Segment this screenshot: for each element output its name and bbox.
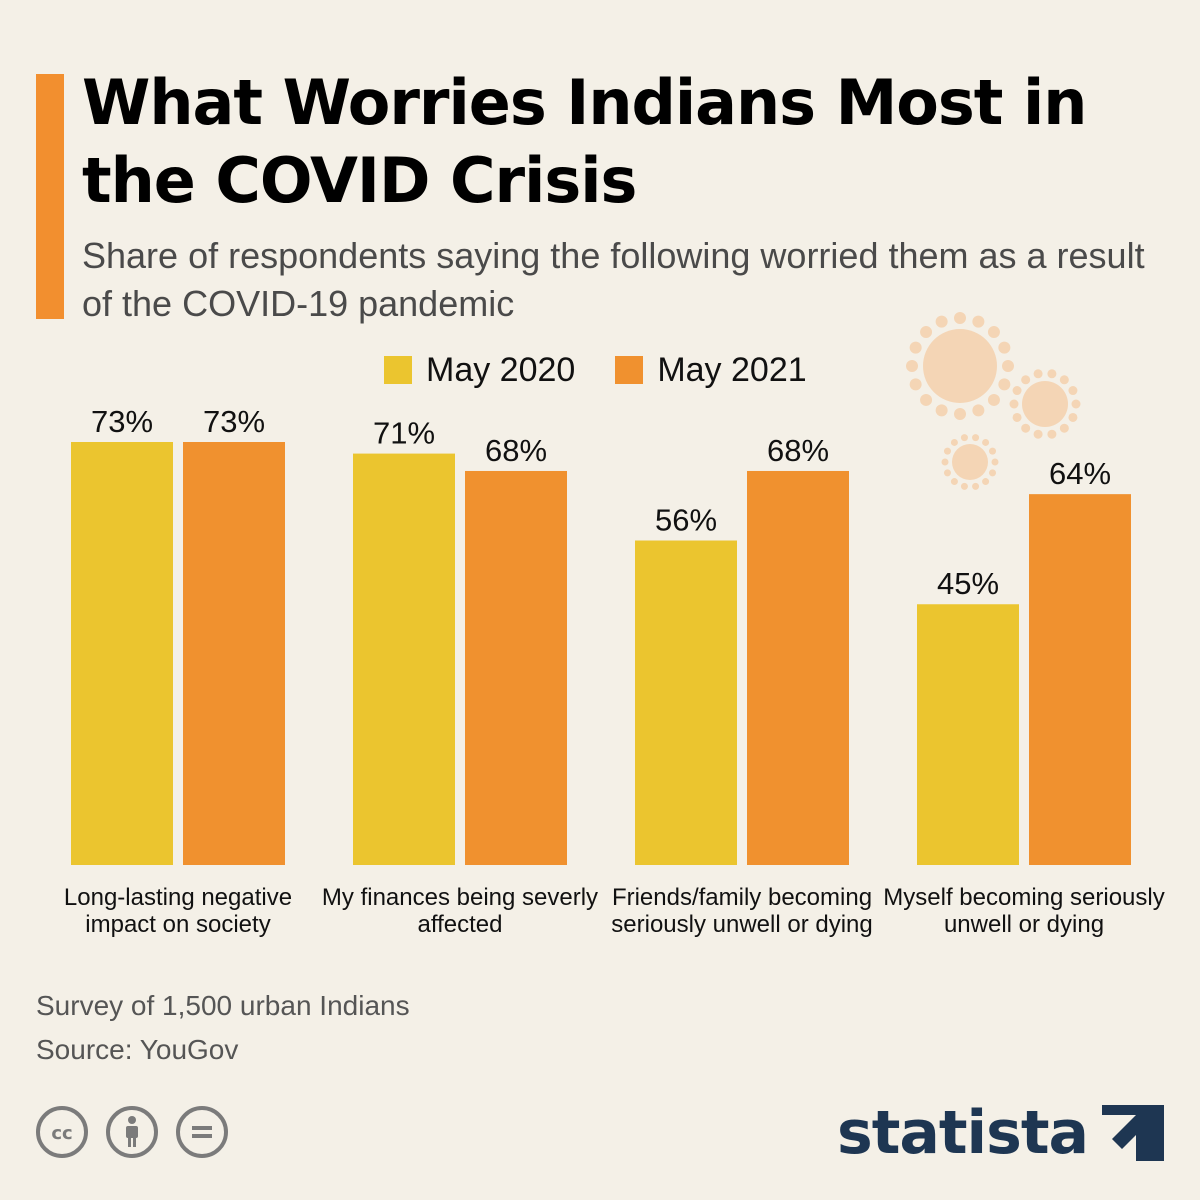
virus-spike	[1071, 399, 1081, 409]
bar-may-2021-2	[747, 470, 849, 865]
virus-spike	[909, 378, 922, 391]
legend-swatch-may-2020	[384, 356, 412, 384]
virus-body	[952, 444, 988, 480]
virus-spike	[1047, 369, 1057, 379]
bars: 73% 73% 71% 68% 56% 68% 45% 64%	[71, 404, 1131, 865]
virus-illustration	[906, 312, 1081, 490]
data-label-may-2020-1: 71%	[373, 416, 435, 451]
virus-spike	[960, 434, 968, 442]
category-label-1: My finances being severly affected	[321, 884, 599, 938]
virus-spike	[972, 315, 985, 328]
virus-spike	[991, 458, 999, 466]
virus-spike	[1012, 386, 1022, 396]
virus-body	[923, 329, 997, 403]
cc-icon: cc	[36, 1106, 88, 1158]
virus-spike	[935, 315, 948, 328]
legend-swatch-may-2021	[615, 356, 644, 384]
source-note: Source: YouGov	[36, 1034, 239, 1065]
virus-spike	[1021, 423, 1031, 433]
statista-mark-icon	[1102, 1105, 1164, 1161]
virus-spike	[954, 312, 966, 324]
virus-spike	[1033, 429, 1043, 439]
virus-spike	[906, 360, 918, 372]
by-attribution-icon	[106, 1106, 158, 1158]
virus-spike	[920, 326, 933, 339]
brand-name: statista	[836, 1098, 1089, 1168]
virus-spike	[920, 393, 933, 406]
legend: May 2020 May 2021	[384, 348, 847, 392]
bar-may-2020-0	[71, 442, 173, 865]
virus-body	[1022, 381, 1068, 427]
virus-spike	[935, 404, 948, 417]
virus-spike	[1059, 375, 1069, 385]
virus-spike	[960, 482, 968, 490]
svg-text:cc: cc	[51, 1123, 72, 1143]
virus-spike	[1002, 360, 1014, 372]
virus-spike	[909, 341, 922, 354]
title-accent-bar	[36, 74, 64, 319]
data-label-may-2021-0: 73%	[203, 404, 265, 439]
data-label-may-2020-0: 73%	[91, 404, 153, 439]
legend-item-may-2021: May 2021	[615, 350, 807, 390]
bar-may-2020-2	[635, 540, 737, 865]
virus-spike	[943, 469, 951, 477]
virus-spike	[1012, 412, 1022, 422]
bar-may-2020-3	[917, 604, 1019, 865]
virus-spike	[1068, 386, 1078, 396]
page-subtitle: Share of respondents saying the followin…	[82, 235, 1145, 324]
legend-label-may-2020: May 2020	[426, 350, 576, 389]
no-derivatives-icon	[176, 1106, 228, 1158]
data-label-may-2020-2: 56%	[655, 503, 717, 538]
statista-logo: statista	[837, 1098, 1164, 1168]
category-label-3: Myself becoming seriously unwell or dyin…	[883, 884, 1165, 938]
virus-spike	[972, 482, 980, 490]
virus-spike	[943, 447, 951, 455]
data-label-may-2021-3: 64%	[1049, 456, 1111, 491]
virus-spike	[998, 378, 1011, 391]
virus-spike	[1021, 375, 1031, 385]
virus-spike	[950, 438, 958, 446]
virus-spike	[950, 478, 958, 486]
virus-spike	[972, 404, 985, 417]
virus-spike	[982, 478, 990, 486]
virus-spike	[941, 458, 949, 466]
virus-spike	[989, 469, 997, 477]
virus-spike	[982, 438, 990, 446]
legend-item-may-2020: May 2020	[384, 351, 575, 390]
data-label-may-2021-1: 68%	[485, 433, 547, 468]
virus-spike	[1033, 369, 1043, 379]
virus-spike	[1009, 399, 1019, 409]
page-title: What Worries Indians Most in the COVID C…	[82, 66, 1087, 217]
category-label-2: Friends/family becoming seriously unwell…	[611, 884, 873, 938]
virus-spike	[1068, 412, 1078, 422]
license-icons: cc	[36, 1106, 246, 1158]
bar-may-2020-1	[353, 453, 455, 865]
virus-spike	[1047, 429, 1057, 439]
category-label-0: Long-lasting negative impact on society	[63, 884, 293, 938]
legend-label-may-2021: May 2021	[657, 350, 807, 389]
virus-spike	[972, 434, 980, 442]
virus-spike	[987, 326, 1000, 339]
virus-spike	[954, 408, 966, 420]
virus-spike	[1059, 423, 1069, 433]
bar-may-2021-3	[1029, 494, 1131, 865]
bar-may-2021-1	[465, 470, 567, 865]
virus-spike	[987, 393, 1000, 406]
virus-spike	[998, 341, 1011, 354]
data-label-may-2021-2: 68%	[767, 433, 829, 468]
survey-note: Survey of 1,500 urban Indians	[36, 990, 410, 1021]
bar-may-2021-0	[183, 442, 285, 865]
virus-spike	[989, 447, 997, 455]
data-label-may-2020-3: 45%	[937, 566, 999, 601]
